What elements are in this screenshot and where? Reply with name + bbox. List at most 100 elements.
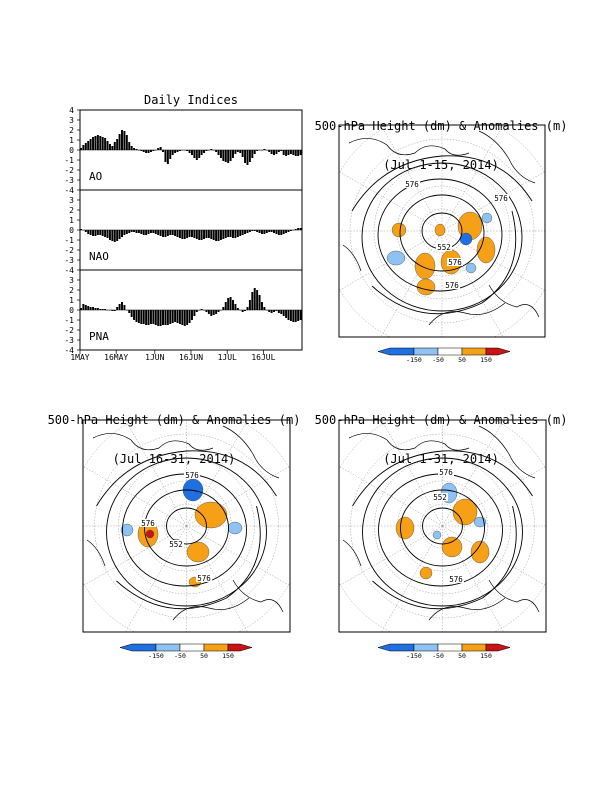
index-bar xyxy=(280,310,283,314)
index-bar xyxy=(128,230,131,233)
index-bar xyxy=(236,150,239,152)
index-bar xyxy=(174,230,177,236)
contour-label: 576 xyxy=(449,575,463,584)
index-bar xyxy=(297,150,300,156)
index-bar xyxy=(152,150,155,151)
index-bar xyxy=(287,230,290,232)
anomaly-region xyxy=(416,278,436,296)
index-bar xyxy=(169,230,172,235)
y-tick-label: 1 xyxy=(69,216,74,225)
colorbar-strong-negative xyxy=(377,643,415,652)
index-bar xyxy=(277,310,280,313)
index-bar xyxy=(227,150,230,163)
index-bar xyxy=(253,288,256,310)
index-bar xyxy=(174,310,177,322)
index-bar xyxy=(84,305,87,310)
y-tick-label: -3 xyxy=(64,176,74,185)
index-bar xyxy=(123,230,126,235)
colorbar-3: -150 -50 50 150 xyxy=(377,643,511,660)
height-contour xyxy=(422,507,463,545)
y-tick-label: 4 xyxy=(69,106,74,115)
polar-map-3: 576 552 576 xyxy=(338,419,547,633)
index-bar xyxy=(152,310,155,324)
y-tick-label: 2 xyxy=(69,286,74,295)
index-bar xyxy=(246,150,249,165)
index-bar xyxy=(273,150,275,155)
meridian-line xyxy=(339,171,443,232)
index-bar xyxy=(275,150,278,154)
index-bar xyxy=(80,148,82,150)
index-bar xyxy=(244,230,247,234)
index-bar xyxy=(104,230,107,237)
contour-label-bg xyxy=(140,519,156,527)
index-bar xyxy=(289,310,292,321)
index-bar xyxy=(152,230,155,233)
index-bar xyxy=(282,150,285,155)
index-bar xyxy=(166,150,169,164)
anomaly-region xyxy=(120,523,134,537)
index-bar xyxy=(186,150,189,151)
index-bar xyxy=(162,150,164,152)
meridian-line xyxy=(186,420,248,527)
index-bar xyxy=(195,150,198,160)
index-bar xyxy=(94,308,97,310)
y-tick-label: -3 xyxy=(64,336,74,345)
index-bar xyxy=(203,150,206,153)
index-bar xyxy=(268,310,271,312)
contour-label: 576 xyxy=(405,180,419,189)
index-bar xyxy=(241,230,244,235)
index-bar xyxy=(176,150,179,152)
index-bar xyxy=(219,230,222,240)
x-tick-label: 16JUN xyxy=(179,353,203,362)
anomaly-region xyxy=(395,516,415,540)
index-bar xyxy=(142,310,145,324)
index-bar xyxy=(294,150,297,156)
index-bar xyxy=(200,309,203,310)
anomaly-region xyxy=(414,252,436,280)
index-bar xyxy=(140,310,143,324)
contour-label: 576 xyxy=(197,574,211,583)
index-bar xyxy=(80,308,82,310)
index-bar xyxy=(217,150,220,155)
index-bar xyxy=(239,230,242,236)
y-tick-label: 3 xyxy=(69,116,74,125)
index-bar xyxy=(162,230,164,237)
colorbar-label: 50 xyxy=(200,652,208,660)
colorbar-label: 150 xyxy=(480,356,492,364)
index-bar xyxy=(289,150,292,154)
index-bar xyxy=(191,310,193,320)
index-bar xyxy=(222,230,225,239)
indices-title: Daily Indices xyxy=(144,93,238,107)
index-bar xyxy=(157,310,160,326)
index-bar xyxy=(260,230,263,234)
index-bar xyxy=(251,230,254,231)
colorbar-label: 150 xyxy=(480,652,492,660)
index-bar xyxy=(244,310,247,311)
contour-label: 552 xyxy=(437,243,451,252)
meridian-line xyxy=(83,465,187,527)
map-content: 576 576 552 576 576 xyxy=(339,125,545,337)
coastline xyxy=(342,130,540,326)
anomaly-region xyxy=(186,541,210,563)
index-bar xyxy=(191,230,193,237)
index-bar xyxy=(121,302,123,310)
index-bar xyxy=(166,310,169,325)
index-bar xyxy=(229,297,232,310)
index-bar xyxy=(285,310,288,318)
contour-label: 576 xyxy=(439,468,453,477)
index-bar xyxy=(232,300,234,310)
index-bar xyxy=(135,310,138,322)
latitude-circle xyxy=(350,433,535,619)
height-contour xyxy=(400,489,485,567)
y-tick-label: 2 xyxy=(69,126,74,135)
y-tick-label: -2 xyxy=(64,326,74,335)
latitude-circle xyxy=(373,162,511,300)
index-bar xyxy=(178,150,181,151)
colorbar-negative xyxy=(413,643,439,652)
meridian-line xyxy=(339,465,443,527)
index-bar xyxy=(282,230,285,234)
map2-title-line1: 500-hPa Height (dm) & Anomalies (m) xyxy=(47,413,301,427)
index-bar xyxy=(219,150,222,158)
index-bar xyxy=(92,230,95,236)
